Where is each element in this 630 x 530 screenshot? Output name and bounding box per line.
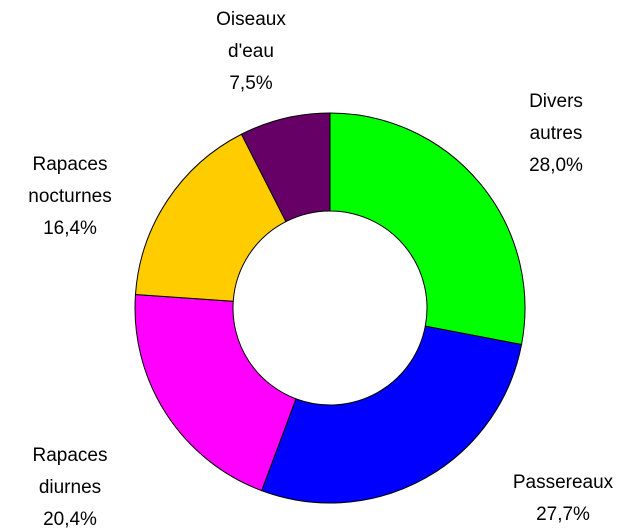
slice-label: Oiseaux d'eau bbox=[216, 9, 286, 62]
slice-label-line: autres bbox=[530, 123, 583, 144]
value-label: 28,0% bbox=[529, 155, 583, 176]
value-label: 7,5% bbox=[229, 73, 272, 94]
slice-label-line: nocturnes bbox=[28, 186, 111, 207]
slice-label: Divers autres bbox=[529, 91, 583, 144]
donut-slice bbox=[261, 325, 523, 504]
value-label: 20,4% bbox=[43, 509, 97, 530]
slice-label-line: Rapaces bbox=[33, 445, 108, 466]
slice-label: Rapaces diurnes bbox=[33, 445, 108, 498]
slice-label-line: diurnes bbox=[39, 477, 101, 498]
slice-label-line: Rapaces bbox=[33, 154, 108, 175]
slice-label-line: Oiseaux bbox=[216, 9, 286, 30]
donut-slice bbox=[134, 133, 287, 302]
slice-label: Rapaces nocturnes bbox=[28, 154, 111, 207]
slice-label-line: Divers bbox=[529, 91, 583, 112]
slice-label-line: Passereaux bbox=[513, 472, 614, 493]
donut-slice bbox=[329, 112, 526, 346]
slice-label-line: d'eau bbox=[228, 41, 274, 62]
donut-slice bbox=[134, 293, 297, 492]
donut-slice bbox=[240, 112, 331, 223]
value-label: 16,4% bbox=[43, 218, 97, 239]
slice-label: Passereaux bbox=[513, 472, 614, 493]
value-label: 27,7% bbox=[536, 504, 590, 525]
